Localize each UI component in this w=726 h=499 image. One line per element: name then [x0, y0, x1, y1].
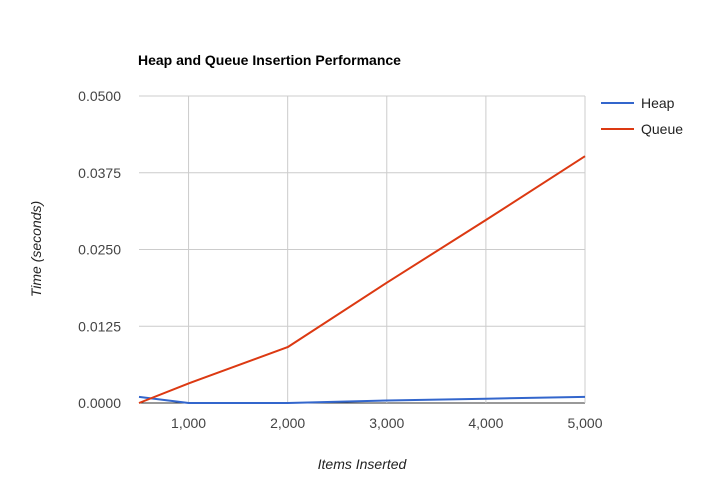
series-lines — [138, 155, 586, 404]
grid — [139, 95, 586, 404]
y-tick-label: 0.0500 — [78, 88, 121, 104]
y-axis-ticks: 0.0000 0.0125 0.0250 0.0375 0.0500 — [78, 88, 121, 411]
chart-title: Heap and Queue Insertion Performance — [138, 52, 401, 68]
series-line-heap — [138, 395, 586, 404]
series-line-queue — [138, 155, 586, 404]
y-tick-label: 0.0000 — [78, 395, 121, 411]
y-tick-label: 0.0375 — [78, 165, 121, 181]
legend-label-heap: Heap — [641, 95, 675, 111]
x-axis-label: Items Inserted — [318, 456, 408, 472]
x-tick-label: 1,000 — [171, 415, 206, 431]
x-tick-label: 2,000 — [270, 415, 305, 431]
x-axis-ticks: 1,000 2,000 3,000 4,000 5,000 — [171, 415, 603, 431]
x-tick-label: 5,000 — [567, 415, 602, 431]
legend-label-queue: Queue — [641, 121, 683, 137]
y-tick-label: 0.0250 — [78, 242, 121, 258]
x-tick-label: 4,000 — [468, 415, 503, 431]
y-tick-label: 0.0125 — [78, 318, 121, 334]
x-tick-label: 3,000 — [369, 415, 404, 431]
legend: Heap Queue — [601, 95, 683, 137]
y-axis-label: Time (seconds) — [28, 201, 44, 297]
